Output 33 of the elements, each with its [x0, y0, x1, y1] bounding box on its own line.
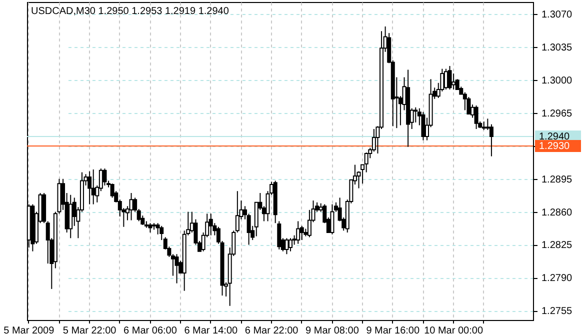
y-tick-label: 1.2860	[542, 207, 573, 218]
y-tick-label: 1.3035	[542, 42, 573, 54]
y-tick-label: 1.2965	[542, 108, 573, 120]
candlestick	[296, 220, 300, 244]
candlestick	[254, 202, 258, 237]
x-tick-label: 9 Mar 08:00	[306, 326, 360, 336]
x-tick-label: 6 Mar 14:00	[184, 326, 238, 336]
x-tick-label: 6 Mar 06:00	[124, 326, 178, 336]
candlestick	[421, 112, 426, 141]
ref-line-label: 1.2940	[539, 132, 570, 143]
candlestick	[174, 254, 179, 284]
candlestick	[182, 230, 186, 292]
candlestick	[91, 168, 96, 205]
candlestick	[72, 197, 76, 226]
candlestick	[406, 69, 410, 148]
y-tick-label: 1.2825	[542, 240, 573, 252]
chart-title: USDCAD,M30 1.2950 1.2953 1.2919 1.2940	[31, 6, 230, 17]
y-tick-label: 1.2895	[542, 174, 573, 186]
x-tick-label: 5 Mar 22:00	[62, 326, 117, 336]
candlestick	[360, 164, 365, 184]
y-tick-label: 1.3070	[542, 10, 573, 21]
y-tick-label: 1.2790	[542, 273, 573, 284]
y-tick-label: 1.2755	[542, 306, 573, 318]
candlestick	[68, 194, 73, 239]
candlestick	[277, 220, 282, 250]
x-tick-label: 5 Mar 2009	[4, 326, 55, 336]
candlestick	[208, 213, 213, 236]
candlestick	[129, 192, 134, 221]
x-tick-label: 10 Mar 00:00	[424, 326, 484, 336]
x-tick-label: 6 Mar 22:00	[244, 326, 299, 336]
x-tick-label: 9 Mar 16:00	[366, 326, 420, 336]
y-tick-label: 1.3000	[542, 76, 573, 87]
ref-line-label: 1.2930	[539, 140, 570, 152]
